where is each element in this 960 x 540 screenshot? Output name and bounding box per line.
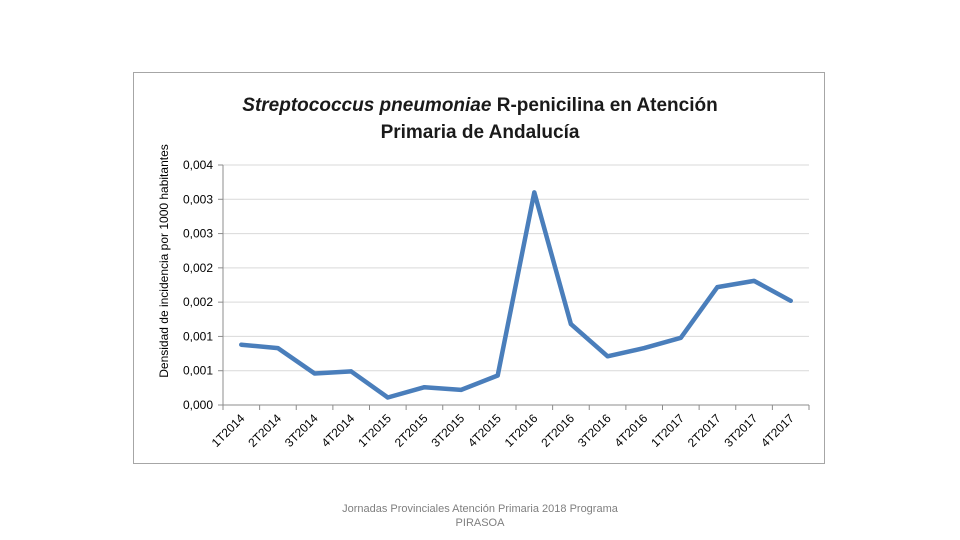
data-point bbox=[678, 335, 683, 340]
axis-layer bbox=[218, 164, 810, 410]
x-tick-label: 1T2017 bbox=[648, 411, 687, 450]
data-point bbox=[495, 373, 500, 378]
data-point bbox=[752, 278, 757, 283]
x-tick-label: 3T2014 bbox=[282, 411, 321, 450]
footer-caption: Jornadas Provinciales Atención Primaria … bbox=[342, 503, 618, 529]
data-point bbox=[385, 395, 390, 400]
x-tick-label: 1T2016 bbox=[502, 411, 541, 450]
y-tick-label: 0,001 bbox=[183, 364, 213, 378]
x-tick-label: 3T2015 bbox=[429, 411, 468, 450]
y-axis-label: Densidad de incidencia por 1000 habitant… bbox=[157, 144, 171, 378]
x-tick-label: 4T2016 bbox=[612, 411, 651, 450]
x-tick-label: 2T2017 bbox=[685, 411, 724, 450]
x-tick-label: 2T2016 bbox=[538, 411, 577, 450]
x-tick-label: 4T2015 bbox=[465, 411, 504, 450]
series-layer bbox=[239, 190, 793, 400]
data-point bbox=[459, 387, 464, 392]
x-tick-label: 2T2014 bbox=[245, 411, 284, 450]
chart-title-rest: R-penicilina en Atención bbox=[491, 95, 717, 116]
data-point bbox=[275, 346, 280, 351]
x-tick-label: 4T2014 bbox=[319, 411, 358, 450]
data-point bbox=[239, 342, 244, 347]
x-tick-labels: 1T20142T20143T20144T20141T20152T20153T20… bbox=[209, 411, 797, 450]
y-tick-label: 0,002 bbox=[183, 295, 213, 309]
chart-title-italic: Streptococcus pneumoniae bbox=[242, 95, 492, 116]
line-chart: Streptococcus pneumoniae R-penicilina en… bbox=[157, 95, 810, 450]
data-point bbox=[605, 354, 610, 359]
data-point bbox=[642, 346, 647, 351]
x-tick-label: 3T2016 bbox=[575, 411, 614, 450]
data-point bbox=[349, 369, 354, 374]
data-point bbox=[788, 298, 793, 303]
x-tick-label: 1T2015 bbox=[355, 411, 394, 450]
chart-frame: Streptococcus pneumoniae R-penicilina en… bbox=[133, 72, 825, 464]
chart-title-line-1: Streptococcus pneumoniae R-penicilina en… bbox=[242, 95, 717, 116]
data-point bbox=[568, 322, 573, 327]
x-tick-label: 3T2017 bbox=[722, 411, 761, 450]
data-point bbox=[312, 371, 317, 376]
x-tick-label: 2T2015 bbox=[392, 411, 431, 450]
y-tick-label: 0,000 bbox=[183, 398, 213, 412]
y-tick-label: 0,002 bbox=[183, 261, 213, 275]
data-point bbox=[715, 285, 720, 290]
y-tick-labels: 0,000 0,001 0,001 0,002 0,002 0,003 0,003 0,004 bbox=[183, 158, 213, 412]
y-tick-label: 0,001 bbox=[183, 329, 213, 343]
chart-title-line-2: Primaria de Andalucía bbox=[381, 122, 580, 143]
grid-layer bbox=[223, 164, 809, 372]
y-tick-label: 0,003 bbox=[183, 192, 213, 206]
data-point bbox=[532, 190, 537, 195]
y-tick-label: 0,003 bbox=[183, 227, 213, 241]
y-tick-label: 0,004 bbox=[183, 158, 213, 172]
series-line-0 bbox=[239, 190, 793, 400]
data-point bbox=[422, 385, 427, 390]
x-tick-label: 1T2014 bbox=[209, 411, 248, 450]
x-tick-label: 4T2017 bbox=[758, 411, 797, 450]
